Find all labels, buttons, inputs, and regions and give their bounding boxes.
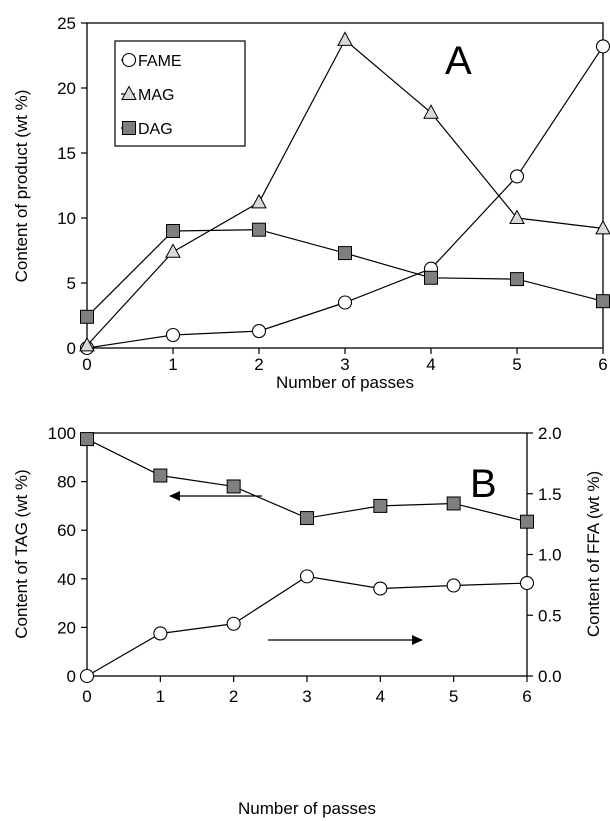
x-tick-label: 4: [376, 687, 385, 706]
legend-marker-fame: [121, 52, 137, 68]
y-tick-label: 0: [67, 667, 76, 686]
legend-label-dag: DAG: [138, 121, 173, 138]
y-tick-label: 20: [57, 79, 76, 98]
data-point-tag: [373, 498, 388, 513]
data-point-dag: [252, 222, 266, 237]
data-point-dag: [338, 246, 352, 261]
data-point-ffa: [79, 668, 95, 684]
y-tick-label: 40: [57, 570, 76, 589]
y-tick-label: 5: [67, 274, 76, 293]
data-point-ffa: [373, 581, 388, 596]
x-tick-label: 0: [82, 687, 91, 706]
data-point-tag: [80, 432, 94, 447]
data-point-mag: [251, 193, 267, 209]
axis-indicator-arrows: [169, 491, 423, 645]
data-point-mag: [509, 209, 525, 224]
y2-tick-label: 0.5: [538, 606, 562, 625]
data-point-dag: [596, 294, 610, 309]
data-point-fame: [165, 327, 181, 343]
panel-label-b: B: [470, 462, 497, 506]
data-point-dag: [80, 309, 94, 324]
data-point-fame: [337, 295, 353, 310]
y2-axis-title-b: Content of FFA (wt %): [584, 471, 603, 637]
data-point-mag: [423, 104, 439, 119]
x-tick-label: 6: [598, 355, 607, 374]
arrow-head-left: [169, 491, 180, 501]
legend-a: FAME MAG DAG: [114, 40, 246, 147]
y-tick-label: 20: [57, 618, 76, 637]
y-tick-label: 80: [57, 473, 76, 492]
data-point-dag: [166, 224, 180, 238]
x-tick-label: 2: [229, 687, 238, 706]
data-point-tag: [446, 496, 461, 511]
data-point-tag: [300, 511, 314, 526]
x-tick-label: 2: [254, 355, 263, 374]
series-line-ffa: [86, 575, 528, 677]
x-tick-label: 1: [156, 687, 165, 706]
ticks-a: 0 1 2 3 4 5 6 0 5 10 15 20 25: [57, 14, 608, 374]
y-tick-label: 15: [57, 144, 76, 163]
series-line-tag: [86, 438, 528, 523]
x-tick-label: 6: [522, 687, 531, 706]
data-point-ffa: [446, 578, 461, 593]
data-point-dag: [424, 270, 438, 285]
x-tick-label: 4: [426, 355, 435, 374]
data-point-ffa: [299, 569, 315, 584]
y-tick-label: 25: [57, 14, 76, 33]
data-point-ffa: [153, 626, 168, 641]
data-point-tag: [520, 514, 534, 529]
data-point-fame: [251, 324, 267, 339]
y2-tick-label: 2.0: [538, 424, 562, 443]
x-tick-label: 3: [302, 687, 311, 706]
data-point-mag: [595, 219, 610, 235]
data-point-ffa: [226, 616, 241, 631]
data-point-mag: [79, 336, 95, 352]
data-point-dag: [510, 272, 524, 287]
y2-tick-label: 0.0: [538, 667, 562, 686]
y-axis-title-a: Content of product (wt %): [12, 90, 31, 283]
y-axis-title-b: Content of TAG (wt %): [12, 469, 31, 638]
x-tick-label: 5: [449, 687, 458, 706]
chart-panel-a: 0 1 2 3 4 5 6 0 5 10 15 20 25 A Number of passes Con…: [12, 14, 610, 392]
series-a: [79, 31, 610, 356]
x-tick-label: 5: [512, 355, 521, 374]
legend-box: [114, 40, 246, 147]
panel-label-a: A: [445, 39, 472, 83]
legend-label-fame: FAME: [138, 53, 182, 70]
legend-marker-dag: [122, 121, 136, 135]
data-point-tag: [153, 468, 168, 483]
y-tick-label: 60: [57, 521, 76, 540]
y-tick-label: 0: [67, 339, 76, 358]
data-point-tag: [226, 479, 241, 494]
data-point-fame: [595, 39, 610, 54]
arrow-head-right: [412, 635, 423, 645]
y-tick-label: 100: [48, 424, 76, 443]
legend-marker-mag: [121, 85, 137, 100]
x-tick-label: 0: [82, 355, 91, 374]
legend-label-mag: MAG: [138, 87, 174, 104]
data-point-mag: [337, 31, 353, 46]
y2-tick-label: 1.0: [538, 546, 562, 565]
y-tick-label: 10: [57, 209, 76, 228]
data-point-ffa: [519, 576, 535, 591]
x-tick-label: 3: [340, 355, 349, 374]
series-b: [79, 432, 535, 684]
y2-tick-label: 1.5: [538, 485, 562, 504]
x-tick-label: 1: [168, 355, 177, 374]
data-point-mag: [165, 243, 181, 258]
x-axis-title-a: Number of passes: [276, 373, 414, 392]
x-axis-title-b: Number of passes: [238, 799, 376, 818]
data-point-fame: [509, 169, 525, 184]
